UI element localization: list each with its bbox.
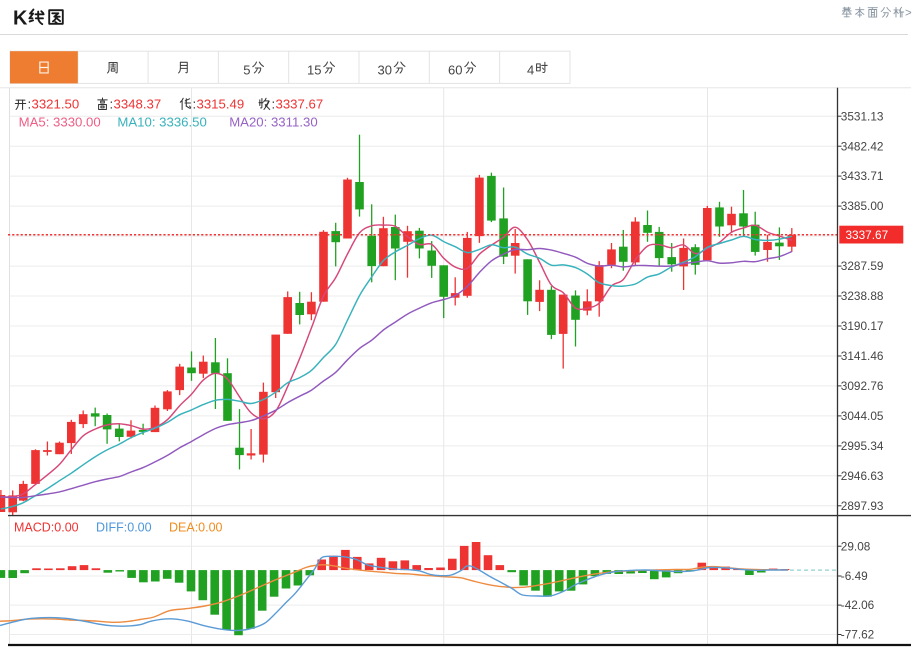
svg-text:3482.42: 3482.42 xyxy=(841,139,884,153)
svg-text:60: 60 xyxy=(448,63,462,78)
svg-text:-77.62: -77.62 xyxy=(841,628,874,642)
svg-text:4: 4 xyxy=(527,63,534,78)
svg-text:3141.46: 3141.46 xyxy=(841,349,884,363)
svg-text:3348.37: 3348.37 xyxy=(114,96,162,111)
svg-text:3433.71: 3433.71 xyxy=(841,169,884,183)
svg-text::: : xyxy=(28,96,32,111)
svg-text:DEA:0.00: DEA:0.00 xyxy=(169,521,223,535)
svg-text:DIFF:0.00: DIFF:0.00 xyxy=(96,521,152,535)
svg-text:3190.17: 3190.17 xyxy=(841,319,884,333)
svg-text:3315.49: 3315.49 xyxy=(197,96,245,111)
svg-text:3092.76: 3092.76 xyxy=(841,379,884,393)
svg-text:3287.59: 3287.59 xyxy=(841,259,884,273)
svg-text:3337.67: 3337.67 xyxy=(846,228,889,242)
svg-text::: : xyxy=(110,96,114,111)
svg-text:3337.67: 3337.67 xyxy=(276,96,324,111)
svg-text::: : xyxy=(272,96,276,111)
svg-text:3531.13: 3531.13 xyxy=(841,109,884,123)
svg-text:3238.88: 3238.88 xyxy=(841,289,884,303)
svg-text:2995.34: 2995.34 xyxy=(841,439,884,453)
svg-text:K: K xyxy=(13,8,28,30)
svg-text:3385.00: 3385.00 xyxy=(841,199,884,213)
svg-text:MACD:0.00: MACD:0.00 xyxy=(14,521,79,535)
svg-text:5: 5 xyxy=(243,63,250,78)
svg-text:MA20: 3311.30: MA20: 3311.30 xyxy=(229,114,317,129)
svg-text:3321.50: 3321.50 xyxy=(32,96,80,111)
svg-text:3044.05: 3044.05 xyxy=(841,409,884,423)
svg-text:30: 30 xyxy=(378,63,392,78)
svg-text:15: 15 xyxy=(307,63,321,78)
svg-text:MA10: 3336.50: MA10: 3336.50 xyxy=(117,114,206,129)
svg-text:MA5: 3330.00: MA5: 3330.00 xyxy=(19,114,101,129)
svg-text:>: > xyxy=(905,8,912,20)
svg-text:-6.49: -6.49 xyxy=(841,569,868,583)
svg-text:2946.63: 2946.63 xyxy=(841,469,884,483)
svg-text::: : xyxy=(193,96,197,111)
svg-text:-42.06: -42.06 xyxy=(841,598,875,612)
svg-text:29.08: 29.08 xyxy=(841,539,871,553)
svg-text:2897.93: 2897.93 xyxy=(841,499,884,513)
